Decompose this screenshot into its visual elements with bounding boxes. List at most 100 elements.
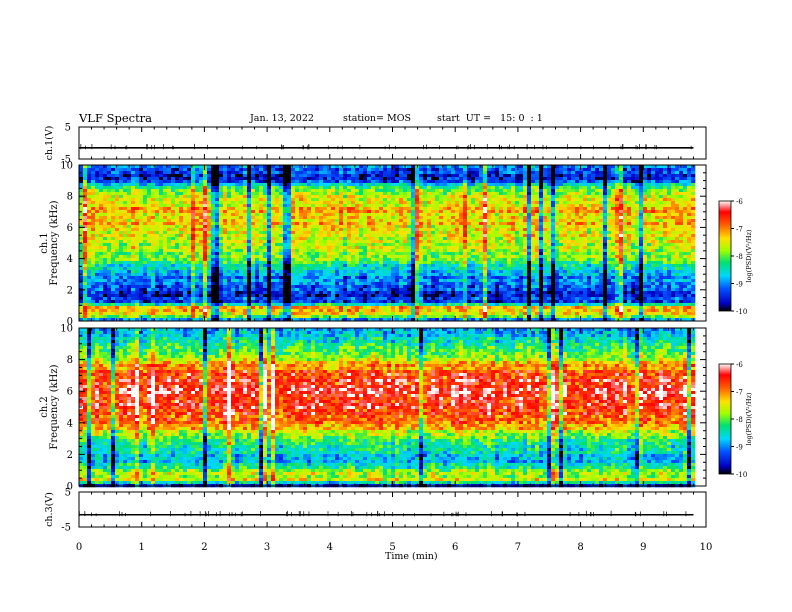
spectrogram-cell [603, 198, 607, 201]
spectrogram-cell [103, 171, 107, 174]
spectrogram-cell [587, 249, 591, 252]
spectrogram-cell [483, 222, 487, 225]
spectrogram-cell [559, 249, 563, 252]
spectrogram-cell [647, 180, 651, 183]
spectrogram-cell [135, 168, 139, 171]
spectrogram-cell [339, 213, 343, 216]
spectrogram-cell [339, 222, 343, 225]
spectrogram-cell [203, 195, 207, 198]
spectrogram-cell [207, 237, 211, 240]
spectrogram-cell [127, 228, 131, 231]
spectrogram-cell [659, 201, 663, 204]
spectrogram-cell [291, 180, 295, 183]
spectrogram-cell [239, 207, 243, 210]
spectrogram-cell [167, 255, 171, 258]
spectrogram-cell [135, 207, 139, 210]
spectrogram-cell [511, 222, 515, 225]
spectrogram-cell [627, 216, 631, 219]
spectrogram-cell [495, 204, 499, 207]
spectrogram-cell [243, 204, 247, 207]
spectrogram-cell [671, 204, 675, 207]
spectrogram-cell [679, 237, 683, 240]
spectrogram-cell [627, 237, 631, 240]
spectrogram-cell [491, 234, 495, 237]
spectrogram-cell [363, 246, 367, 249]
spectrogram-cell [299, 183, 303, 186]
spectrogram-cell [571, 213, 575, 216]
spectrogram-cell [279, 183, 283, 186]
spectrogram-cell [591, 246, 595, 249]
spectrogram-cell [139, 228, 143, 231]
spectrogram-cell [475, 168, 479, 171]
spectrogram-cell [103, 183, 107, 186]
spectrogram-cell [215, 243, 219, 246]
spectrogram-cell [331, 186, 335, 189]
spectrogram-cell [327, 171, 331, 174]
spectrogram-cell [531, 219, 535, 222]
spectrogram-cell [219, 183, 223, 186]
spectrogram-cell [327, 189, 331, 192]
spectrogram-cell [211, 255, 215, 258]
spectrogram-cell [171, 246, 175, 249]
spectrogram-cell [503, 198, 507, 201]
spectrogram-cell [503, 210, 507, 213]
spectrogram-cell [287, 168, 291, 171]
spectrogram-cell [167, 210, 171, 213]
spectrogram-cell [587, 237, 591, 240]
spectrogram-cell [143, 216, 147, 219]
spectrogram-cell [667, 234, 671, 237]
spectrogram-cell [95, 216, 99, 219]
spectrogram-cell [95, 258, 99, 261]
spectrogram-cell [167, 249, 171, 252]
spectrogram-cell [427, 237, 431, 240]
spectrogram-cell [467, 222, 471, 225]
spectrogram-cell [439, 222, 443, 225]
spectrogram-cell [399, 222, 403, 225]
spectrogram-cell [347, 183, 351, 186]
spectrogram-cell [643, 249, 647, 252]
spectrogram-cell [243, 189, 247, 192]
spectrogram-cell [403, 168, 407, 171]
spectrogram-cell [291, 210, 295, 213]
spectrogram-cell [535, 183, 539, 186]
spectrogram-cell [287, 171, 291, 174]
spectrogram-cell [655, 180, 659, 183]
spectrogram-cell [331, 192, 335, 195]
spectrogram-cell [199, 213, 203, 216]
spectrogram-cell [411, 207, 415, 210]
spectrogram-cell [567, 192, 571, 195]
spectrogram-cell [303, 255, 307, 258]
spectrogram-cell [131, 228, 135, 231]
spectrogram-cell [223, 189, 227, 192]
spectrogram-cell [311, 234, 315, 237]
spectrogram-cell [283, 180, 287, 183]
spectrogram-cell [679, 210, 683, 213]
spectrogram-cell [555, 204, 559, 207]
spectrogram-cell [423, 183, 427, 186]
spectrogram-cell [527, 234, 531, 237]
spectrogram-cell [331, 249, 335, 252]
spectrogram-cell [371, 219, 375, 222]
spectrogram-cell [431, 228, 435, 231]
spectrogram-cell [343, 252, 347, 255]
spectrogram-cell [511, 237, 515, 240]
spectrogram-cell [499, 225, 503, 228]
spectrogram-cell [215, 246, 219, 249]
spectrogram-cell [523, 204, 527, 207]
spectrogram-cell [595, 174, 599, 177]
spectrogram-cell [467, 195, 471, 198]
spectrogram-cell [283, 228, 287, 231]
spectrogram-cell [291, 198, 295, 201]
spectrogram-cell [259, 189, 263, 192]
spectrogram-cell [611, 234, 615, 237]
spectrogram-cell [107, 249, 111, 252]
spectrogram-cell [87, 195, 91, 198]
spectrogram-cell [223, 207, 227, 210]
spectrogram-cell [419, 252, 423, 255]
spectrogram-cell [491, 201, 495, 204]
spectrogram-cell [135, 243, 139, 246]
spectrogram-cell [359, 237, 363, 240]
spectrogram-cell [227, 180, 231, 183]
spectrogram-cell [267, 216, 271, 219]
spectrogram-cell [507, 210, 511, 213]
